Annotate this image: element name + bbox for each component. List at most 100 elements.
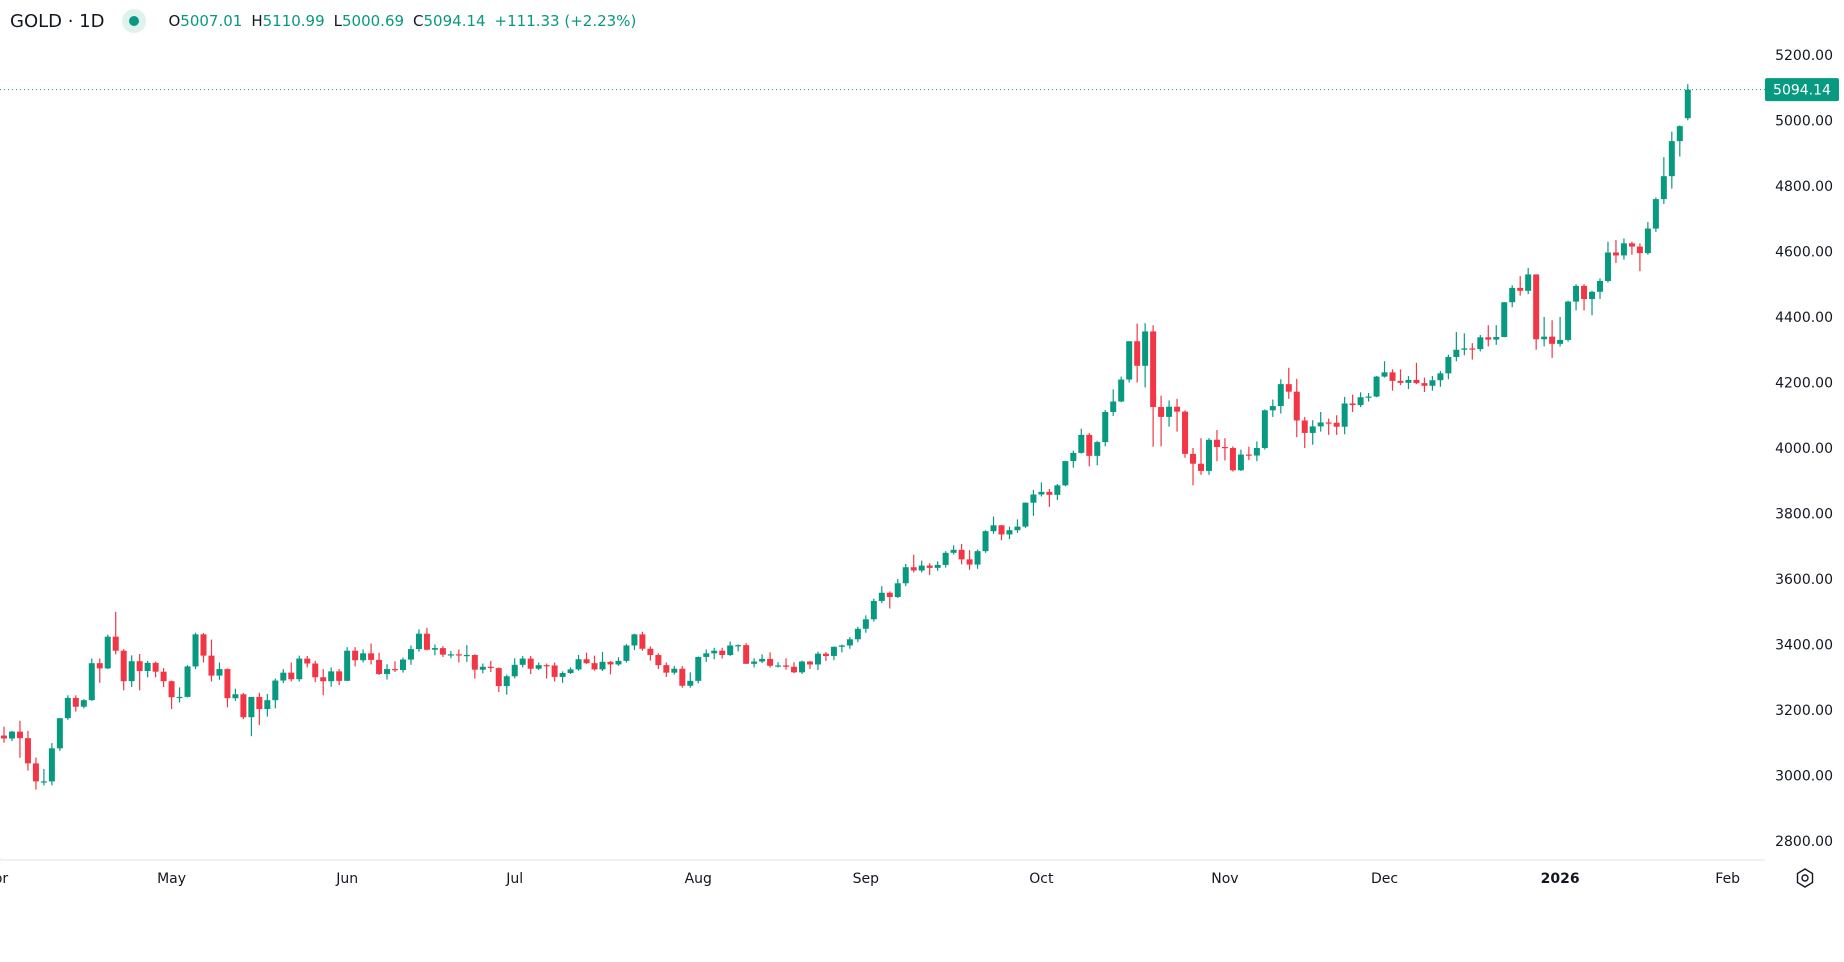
candle-up [854,626,861,643]
candle-up [248,696,255,737]
candle-body [392,669,399,671]
candle-body [1357,397,1364,406]
candle-down [439,646,446,657]
candle-body [591,663,598,670]
price-tick-label: 4000.00 [1775,441,1833,457]
candle-body [894,583,901,598]
candle-body [479,666,486,670]
candle-body [463,654,470,657]
candle-up [1261,409,1268,450]
candle-body [1293,391,1300,421]
candle-down [767,652,774,668]
candle-body [1485,337,1492,340]
candle-body [24,738,31,764]
candle-body [1190,453,1197,464]
candle-down [719,647,726,659]
high-key: H [251,12,263,30]
candle-up [1357,392,1364,408]
candle-body [104,636,111,669]
low-number: 5000.69 [342,12,405,30]
candle-down [1397,369,1404,386]
candle-up [1620,238,1627,260]
symbol-title[interactable]: GOLD · 1D [10,10,105,32]
candle-down [136,653,143,691]
candle-body [232,694,239,699]
candle-body [1110,401,1117,412]
candle-down [200,633,207,663]
candle-down [1421,377,1428,392]
candle-body [96,663,103,669]
candle-up [1269,399,1276,417]
time-tick-label: Jul [505,871,523,887]
candle-up [280,669,287,684]
candle-body [112,636,119,651]
candle-down [1285,367,1292,399]
candle-body [1389,372,1396,381]
candle-body [934,564,941,568]
candle-up [1126,341,1133,383]
candle-body [431,648,438,650]
candle-body [1126,341,1133,380]
candle-down [1581,284,1588,311]
candle-up [894,579,901,598]
candle-up [88,658,95,701]
candle-down [607,660,614,675]
candle-up [1022,502,1029,528]
candle-body [1349,403,1356,406]
candle-up [942,551,949,568]
candle-down [1,726,7,743]
candle-body [328,671,335,682]
candle-up [974,549,981,569]
candle-down [822,652,829,661]
candle-body [926,565,933,568]
candle-body [974,551,981,565]
candle-body [1581,285,1588,299]
candle-body [1381,372,1388,377]
gear-icon[interactable] [1794,867,1816,889]
market-status-icon[interactable] [122,9,147,33]
candle-down [1174,398,1181,432]
candle-body [1301,420,1308,433]
candle-body [543,665,550,667]
candle-down [1612,240,1619,263]
time-axis: Apr May Jun Jul Aug Sep Oct Nov Dec 2026 Feb [0,871,1740,887]
candle-body [407,649,414,660]
candle-up [559,671,566,683]
candle-up [535,662,542,671]
candle-up [1453,332,1460,362]
candle-body [830,646,837,656]
candle-body [439,648,446,655]
candle-body [487,666,494,669]
candle-body [623,645,630,661]
candle-body [296,658,303,680]
candle-body [1501,302,1508,337]
candle-up [1054,484,1061,501]
high-value: H5110.99 [251,12,324,30]
candle-body [400,659,406,671]
candle-up [264,693,271,717]
candle-body [360,653,367,661]
candle-body [32,763,39,782]
price-tick-label: 4600.00 [1775,245,1833,261]
candle-body [1213,439,1220,448]
candle-body [1413,379,1420,384]
candle-body [950,549,957,553]
candle-down [16,720,23,758]
candle-body [711,650,718,654]
candle-up [615,657,622,666]
candle-body [1652,199,1659,229]
candle-body [775,665,782,667]
candle-body [655,654,662,666]
candle-up [1676,125,1683,157]
candle-body [120,650,127,682]
candle-up [1445,354,1452,380]
candle-up [1493,325,1500,345]
change-value: +111.33 (+2.23%) [494,12,637,30]
price-tick-label: 3200.00 [1775,703,1833,719]
candle-body [1261,410,1268,448]
candle-down [96,658,103,683]
candle-body [1604,252,1611,281]
candles-layer [1,84,1691,790]
candle-up [846,636,853,649]
